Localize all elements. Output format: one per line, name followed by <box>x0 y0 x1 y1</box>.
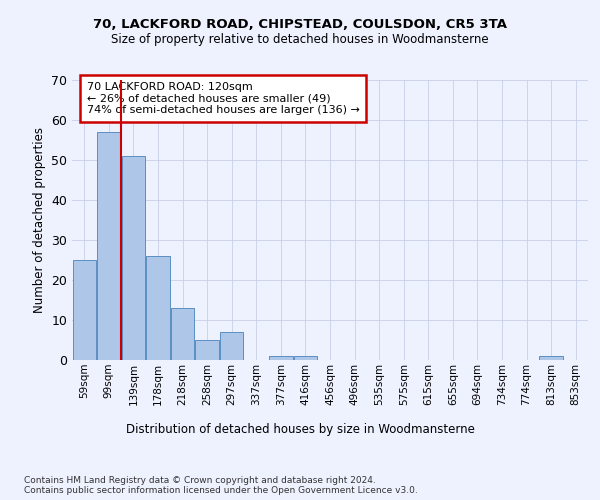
Bar <box>220 332 244 360</box>
Bar <box>269 356 293 360</box>
Y-axis label: Number of detached properties: Number of detached properties <box>32 127 46 313</box>
Bar <box>539 356 563 360</box>
Bar <box>146 256 170 360</box>
Text: 70 LACKFORD ROAD: 120sqm
← 26% of detached houses are smaller (49)
74% of semi-d: 70 LACKFORD ROAD: 120sqm ← 26% of detach… <box>87 82 359 115</box>
Text: Distribution of detached houses by size in Woodmansterne: Distribution of detached houses by size … <box>125 422 475 436</box>
Bar <box>171 308 194 360</box>
Bar <box>97 132 121 360</box>
Text: Contains HM Land Registry data © Crown copyright and database right 2024.
Contai: Contains HM Land Registry data © Crown c… <box>24 476 418 495</box>
Text: 70, LACKFORD ROAD, CHIPSTEAD, COULSDON, CR5 3TA: 70, LACKFORD ROAD, CHIPSTEAD, COULSDON, … <box>93 18 507 30</box>
Bar <box>73 260 96 360</box>
Text: Size of property relative to detached houses in Woodmansterne: Size of property relative to detached ho… <box>111 32 489 46</box>
Bar <box>196 340 219 360</box>
Bar <box>122 156 145 360</box>
Bar <box>294 356 317 360</box>
